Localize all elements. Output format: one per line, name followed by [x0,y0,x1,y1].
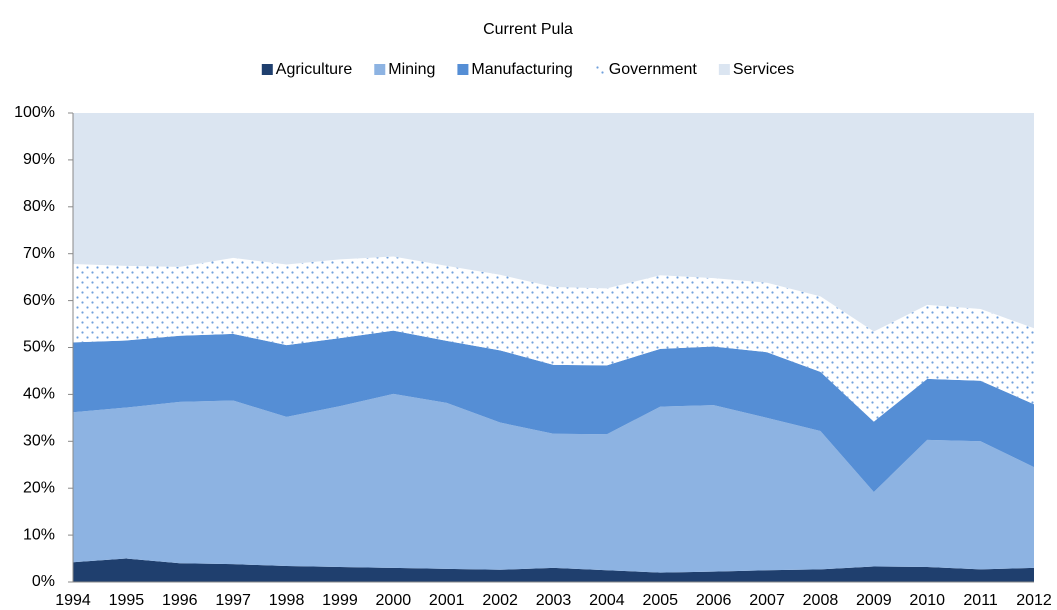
x-tick-label: 1999 [322,592,358,609]
y-tick-label: 100% [14,104,55,121]
area [73,330,1034,492]
area [73,113,1034,332]
y-tick-label: 90% [23,151,55,168]
y-tick-label: 20% [23,479,55,496]
legend-label: Services [733,61,794,78]
x-tick-label: 1994 [55,592,91,609]
area [73,256,1034,422]
legend-swatch [374,64,386,75]
y-tick-label: 30% [23,433,55,450]
x-tick-label: 1995 [109,592,145,609]
x-tick-label: 1998 [269,592,305,609]
x-tick-label: 2009 [856,592,892,609]
legend-swatch [718,64,730,75]
x-tick-label: 2010 [909,592,945,609]
x-tick-label: 2002 [482,592,518,609]
x-tick-label: 2000 [376,592,412,609]
x-tick-label: 2008 [803,592,839,609]
y-tick-label: 50% [23,339,55,356]
chart-title: Current Pula [483,21,573,38]
x-tick-label: 2012 [1016,592,1052,609]
legend-swatch [594,64,606,75]
y-tick-label: 40% [23,386,55,403]
legend-label: Mining [388,61,435,78]
legend-label: Government [609,61,698,78]
x-tick-label: 1996 [162,592,198,609]
x-tick-label: 2004 [589,592,625,609]
y-tick-label: 70% [23,245,55,262]
y-tick-label: 0% [32,573,55,590]
x-tick-label: 2001 [429,592,465,609]
x-tick-label: 2011 [963,592,998,609]
area [73,393,1034,573]
y-tick-label: 80% [23,198,55,215]
x-tick-label: 2005 [642,592,678,609]
x-tick-label: 2007 [749,592,785,609]
legend-label: Manufacturing [471,61,572,78]
x-tick-label: 2003 [536,592,572,609]
area [73,558,1034,582]
legend-swatch [261,64,273,75]
y-tick-label: 10% [23,526,55,543]
x-tick-label: 2006 [696,592,732,609]
legend-label: Agriculture [276,61,353,78]
x-tick-label: 1997 [215,592,251,609]
y-tick-label: 60% [23,292,55,309]
legend-swatch [457,64,469,75]
